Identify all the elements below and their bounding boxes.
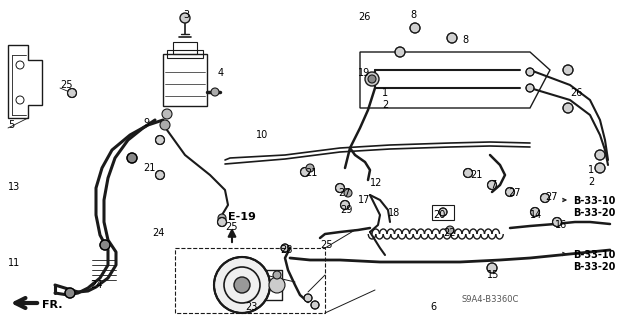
Bar	[175, 248, 325, 313]
Circle shape	[488, 181, 497, 189]
Text: 29: 29	[340, 205, 353, 215]
Circle shape	[368, 75, 376, 83]
Circle shape	[541, 194, 550, 203]
Circle shape	[410, 23, 420, 33]
Circle shape	[447, 33, 457, 43]
Bar	[173, 42, 197, 54]
Circle shape	[365, 72, 379, 86]
Circle shape	[281, 244, 289, 252]
Circle shape	[301, 167, 310, 176]
Text: 1: 1	[588, 165, 594, 175]
Circle shape	[162, 109, 172, 119]
Text: 5: 5	[8, 120, 14, 130]
Text: 25: 25	[60, 80, 72, 90]
Text: 8: 8	[410, 10, 416, 20]
Text: 7: 7	[490, 180, 496, 190]
Text: 27: 27	[545, 192, 557, 202]
Text: 11: 11	[8, 258, 20, 268]
Circle shape	[180, 13, 190, 23]
Circle shape	[218, 214, 226, 222]
Text: 25: 25	[225, 222, 237, 232]
Circle shape	[487, 263, 497, 273]
Text: 4: 4	[218, 68, 224, 78]
Text: 24: 24	[90, 280, 102, 290]
Circle shape	[563, 103, 573, 113]
Circle shape	[269, 277, 285, 293]
Circle shape	[531, 207, 540, 217]
Text: B-33-10: B-33-10	[573, 196, 616, 206]
Text: B-33-10: B-33-10	[573, 250, 616, 260]
Circle shape	[526, 84, 534, 92]
Text: 2: 2	[382, 100, 388, 110]
Circle shape	[214, 257, 270, 313]
Text: 21: 21	[305, 168, 317, 178]
Circle shape	[595, 163, 605, 173]
Circle shape	[304, 294, 312, 302]
Circle shape	[463, 168, 472, 177]
Circle shape	[67, 88, 77, 98]
Circle shape	[311, 301, 319, 309]
Bar	[432, 205, 454, 220]
Text: 18: 18	[388, 208, 400, 218]
Circle shape	[156, 136, 164, 145]
Text: 23: 23	[245, 302, 257, 312]
Circle shape	[127, 153, 137, 163]
Text: 14: 14	[530, 210, 542, 220]
Text: 19: 19	[358, 68, 371, 78]
Text: 3: 3	[183, 10, 189, 20]
Bar	[163, 54, 207, 106]
Text: 21: 21	[143, 163, 156, 173]
Circle shape	[160, 120, 170, 130]
Circle shape	[395, 47, 405, 57]
Circle shape	[234, 277, 250, 293]
Circle shape	[273, 271, 281, 279]
Circle shape	[446, 226, 454, 234]
Bar	[167, 50, 203, 58]
Text: 27: 27	[508, 188, 520, 198]
Text: 15: 15	[487, 270, 499, 280]
Text: E-19: E-19	[228, 212, 256, 222]
Text: 20: 20	[433, 210, 445, 220]
Circle shape	[211, 88, 219, 96]
Text: 2: 2	[588, 177, 595, 187]
Text: S9A4-B3360C: S9A4-B3360C	[462, 295, 520, 304]
Text: 26: 26	[358, 12, 371, 22]
Text: 8: 8	[462, 35, 468, 45]
Text: 25: 25	[320, 240, 333, 250]
Text: B-33-20: B-33-20	[573, 262, 616, 272]
Text: 12: 12	[370, 178, 382, 188]
Circle shape	[156, 170, 164, 180]
Circle shape	[340, 201, 349, 210]
Text: 10: 10	[256, 130, 268, 140]
Circle shape	[526, 68, 534, 76]
Circle shape	[506, 188, 515, 197]
Circle shape	[439, 208, 447, 216]
Text: 27: 27	[338, 188, 351, 198]
Circle shape	[306, 164, 314, 172]
Text: 13: 13	[8, 182, 20, 192]
Circle shape	[552, 218, 561, 226]
Text: B-33-20: B-33-20	[573, 208, 616, 218]
Text: 17: 17	[358, 195, 371, 205]
Circle shape	[344, 189, 352, 197]
Circle shape	[595, 150, 605, 160]
Text: 26: 26	[570, 88, 582, 98]
Circle shape	[335, 183, 344, 192]
Text: 9: 9	[143, 118, 149, 128]
Text: 1: 1	[382, 88, 388, 98]
Text: 28: 28	[280, 245, 292, 255]
Circle shape	[65, 288, 75, 298]
Text: 22: 22	[443, 228, 456, 238]
Text: 6: 6	[430, 302, 436, 312]
Text: FR.: FR.	[42, 300, 63, 310]
Text: 16: 16	[555, 220, 567, 230]
Circle shape	[218, 218, 227, 226]
Text: 24: 24	[152, 228, 164, 238]
Circle shape	[563, 65, 573, 75]
Circle shape	[100, 240, 110, 250]
Text: 21: 21	[470, 170, 483, 180]
